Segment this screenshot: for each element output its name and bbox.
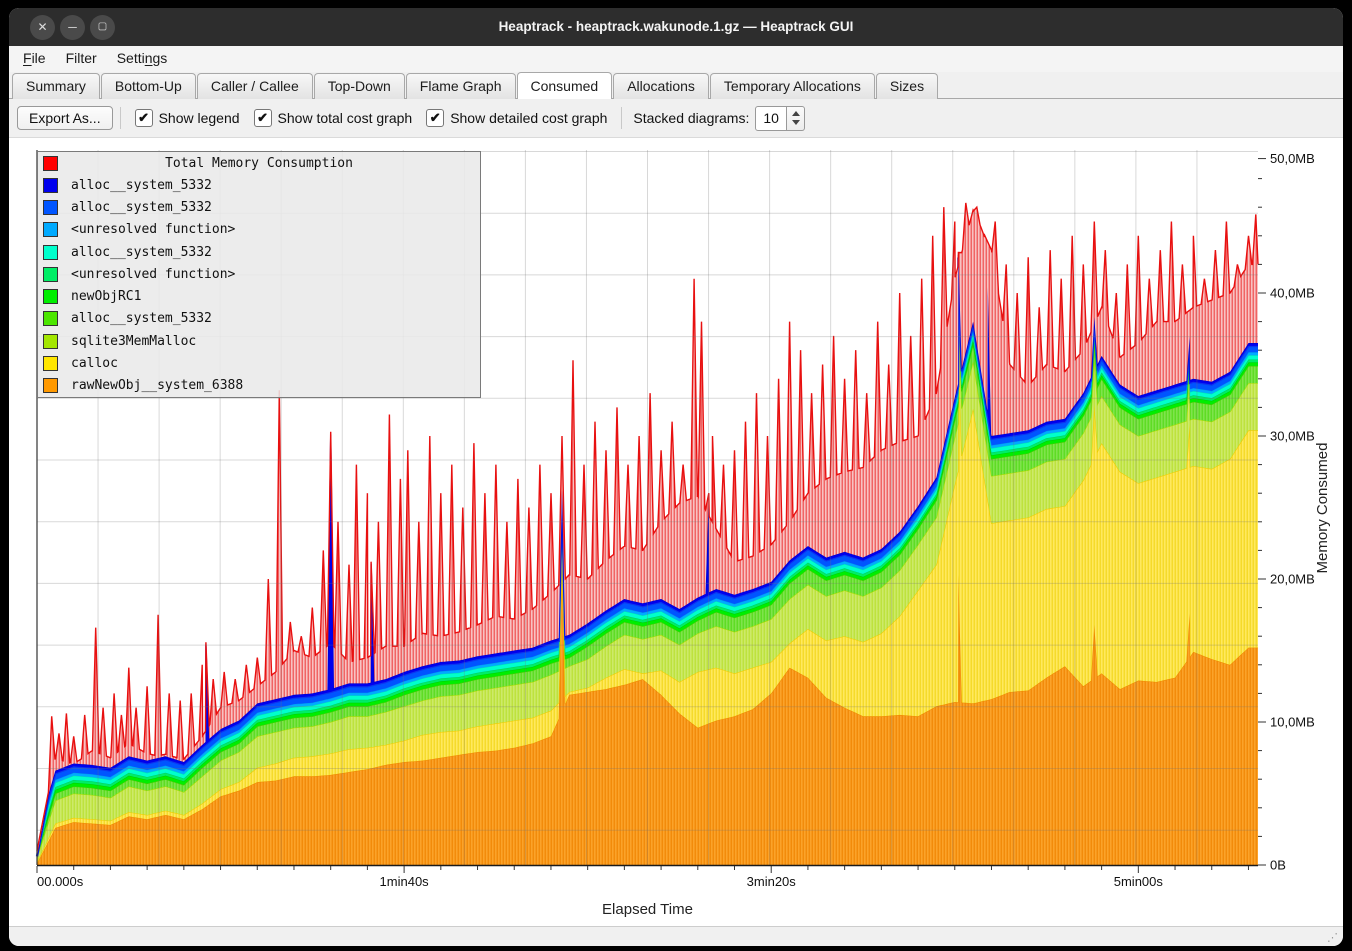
legend-label: Total Memory Consumption	[165, 155, 353, 171]
legend-swatch-icon	[43, 177, 58, 193]
checkbox-show-total-cost-graph[interactable]: ✔ Show total cost graph	[253, 109, 413, 127]
tab-bottom-up[interactable]: Bottom-Up	[100, 73, 196, 99]
legend-swatch-icon	[43, 222, 58, 238]
toolbar: Export As... ✔ Show legend ✔ Show total cos…	[9, 99, 1343, 138]
legend-swatch-icon	[43, 356, 58, 372]
legend-item: alloc__system_5332	[38, 197, 480, 219]
legend-label: calloc	[71, 356, 118, 372]
y-tick-label: 20,0MB	[1270, 572, 1315, 587]
app-window: ✕ ─ ▢ Heaptrack - heaptrack.wakunode.1.g…	[9, 8, 1343, 946]
x-axis-title: Elapsed Time	[602, 901, 693, 918]
tab-flame-graph[interactable]: Flame Graph	[405, 73, 516, 99]
export-as-button[interactable]: Export As...	[17, 106, 113, 130]
y-tick-label: 10,0MB	[1270, 715, 1315, 730]
legend-label: alloc__system_5332	[71, 177, 212, 193]
legend-item: alloc__system_5332	[38, 308, 480, 330]
stacked-diagrams-label: Stacked diagrams:	[633, 110, 750, 126]
chart-axes: 00.000s 1min40s 3min20s 5min00s 0B 10,0MB 20,0…	[36, 150, 1331, 918]
legend-label: alloc__system_5332	[71, 200, 212, 216]
y-tick-label: 50,0MB	[1270, 151, 1315, 166]
y-tick-label: 0B	[1270, 858, 1286, 873]
checkbox-check-icon[interactable]: ✔	[134, 109, 153, 127]
legend-swatch-icon	[43, 200, 58, 216]
legend-label: alloc__system_5332	[71, 244, 212, 260]
tab-sizes[interactable]: Sizes	[875, 73, 939, 99]
checkbox-check-icon[interactable]: ✔	[426, 109, 445, 127]
legend-label: alloc__system_5332	[71, 311, 212, 327]
toolbar-separator	[621, 107, 623, 129]
toolbar-separator	[119, 107, 121, 129]
y-tick-label: 40,0MB	[1270, 286, 1315, 301]
maximize-icon[interactable]: ▢	[90, 15, 115, 40]
legend-swatch-icon	[43, 333, 58, 349]
checkbox-label: Show total cost graph	[277, 110, 413, 126]
legend-swatch-icon	[43, 378, 58, 394]
x-tick-label: 1min40s	[380, 874, 430, 889]
legend-item: alloc__system_5332	[38, 174, 480, 196]
memory-consumption-chart[interactable]: 00.000s 1min40s 3min20s 5min00s 0B 10,0MB 20,0…	[9, 138, 1343, 926]
x-tick-label: 5min00s	[1114, 874, 1164, 889]
close-icon[interactable]: ✕	[30, 15, 55, 40]
menu-filter[interactable]: Filter	[65, 50, 97, 66]
x-tick-label: 3min20s	[747, 874, 797, 889]
checkbox-label: Show legend	[158, 110, 240, 126]
tab-caller-callee[interactable]: Caller / Callee	[196, 73, 313, 99]
stacked-diagrams-spinner[interactable]: 10	[755, 105, 806, 131]
tab-allocations[interactable]: Allocations	[613, 73, 709, 99]
legend-item: sqlite3MemMalloc	[38, 330, 480, 352]
legend-label: <unresolved function>	[71, 266, 236, 282]
legend-swatch-icon	[43, 289, 58, 305]
menu-file[interactable]: File	[23, 50, 46, 66]
legend-label: newObjRC1	[71, 289, 142, 305]
menu-settings[interactable]: Settings	[116, 50, 168, 66]
legend-swatch-icon	[43, 244, 58, 260]
legend-swatch-icon	[43, 311, 58, 327]
legend-item: newObjRC1	[38, 286, 480, 308]
consumed-chart-panel: 00.000s 1min40s 3min20s 5min00s 0B 10,0MB 20,0…	[9, 138, 1343, 926]
legend-item: calloc	[38, 352, 480, 374]
x-tick-label: 00.000s	[37, 874, 84, 889]
status-bar: ⋰	[9, 926, 1343, 946]
legend-item: <unresolved function>	[38, 219, 480, 241]
y-axis-title: Memory Consumed	[1314, 443, 1331, 574]
title-bar: ✕ ─ ▢ Heaptrack - heaptrack.wakunode.1.g…	[9, 8, 1343, 46]
legend-swatch-icon	[43, 155, 58, 171]
chart-legend: Total Memory Consumption alloc__system_53…	[37, 151, 481, 398]
legend-label: <unresolved function>	[71, 222, 236, 238]
tab-consumed[interactable]: Consumed	[516, 72, 613, 99]
resize-grip-icon[interactable]: ⋰	[1327, 932, 1338, 944]
series-total-memory-consumption	[36, 202, 1259, 857]
legend-item: <unresolved function>	[38, 263, 480, 285]
legend-item: rawNewObj__system_6388	[38, 375, 480, 397]
checkbox-check-icon[interactable]: ✔	[253, 109, 272, 127]
minimize-icon[interactable]: ─	[60, 15, 85, 40]
spinner-down-icon[interactable]	[791, 120, 800, 126]
spinner-up-icon[interactable]	[791, 110, 800, 116]
checkbox-label: Show detailed cost graph	[450, 110, 608, 126]
checkbox-show-detailed-cost-graph[interactable]: ✔ Show detailed cost graph	[426, 109, 607, 127]
menu-bar: File Filter Settings	[9, 46, 1343, 72]
legend-label: rawNewObj__system_6388	[71, 378, 244, 394]
checkbox-show-legend[interactable]: ✔ Show legend	[134, 109, 240, 127]
legend-item: Total Memory Consumption	[38, 152, 480, 174]
y-tick-label: 30,0MB	[1270, 429, 1315, 444]
legend-swatch-icon	[43, 266, 58, 282]
legend-label: sqlite3MemMalloc	[71, 333, 197, 349]
tab-temporary-allocations[interactable]: Temporary Allocations	[709, 73, 875, 99]
legend-item: alloc__system_5332	[38, 241, 480, 263]
tab-top-down[interactable]: Top-Down	[313, 73, 405, 99]
tab-summary[interactable]: Summary	[12, 73, 100, 99]
spinner-buttons[interactable]	[787, 105, 806, 131]
window-title: Heaptrack - heaptrack.wakunode.1.gz — He…	[498, 19, 854, 34]
tab-bar: Summary Bottom-Up Caller / Callee Top-Down F…	[9, 72, 1343, 99]
spinner-value[interactable]: 10	[755, 105, 788, 131]
